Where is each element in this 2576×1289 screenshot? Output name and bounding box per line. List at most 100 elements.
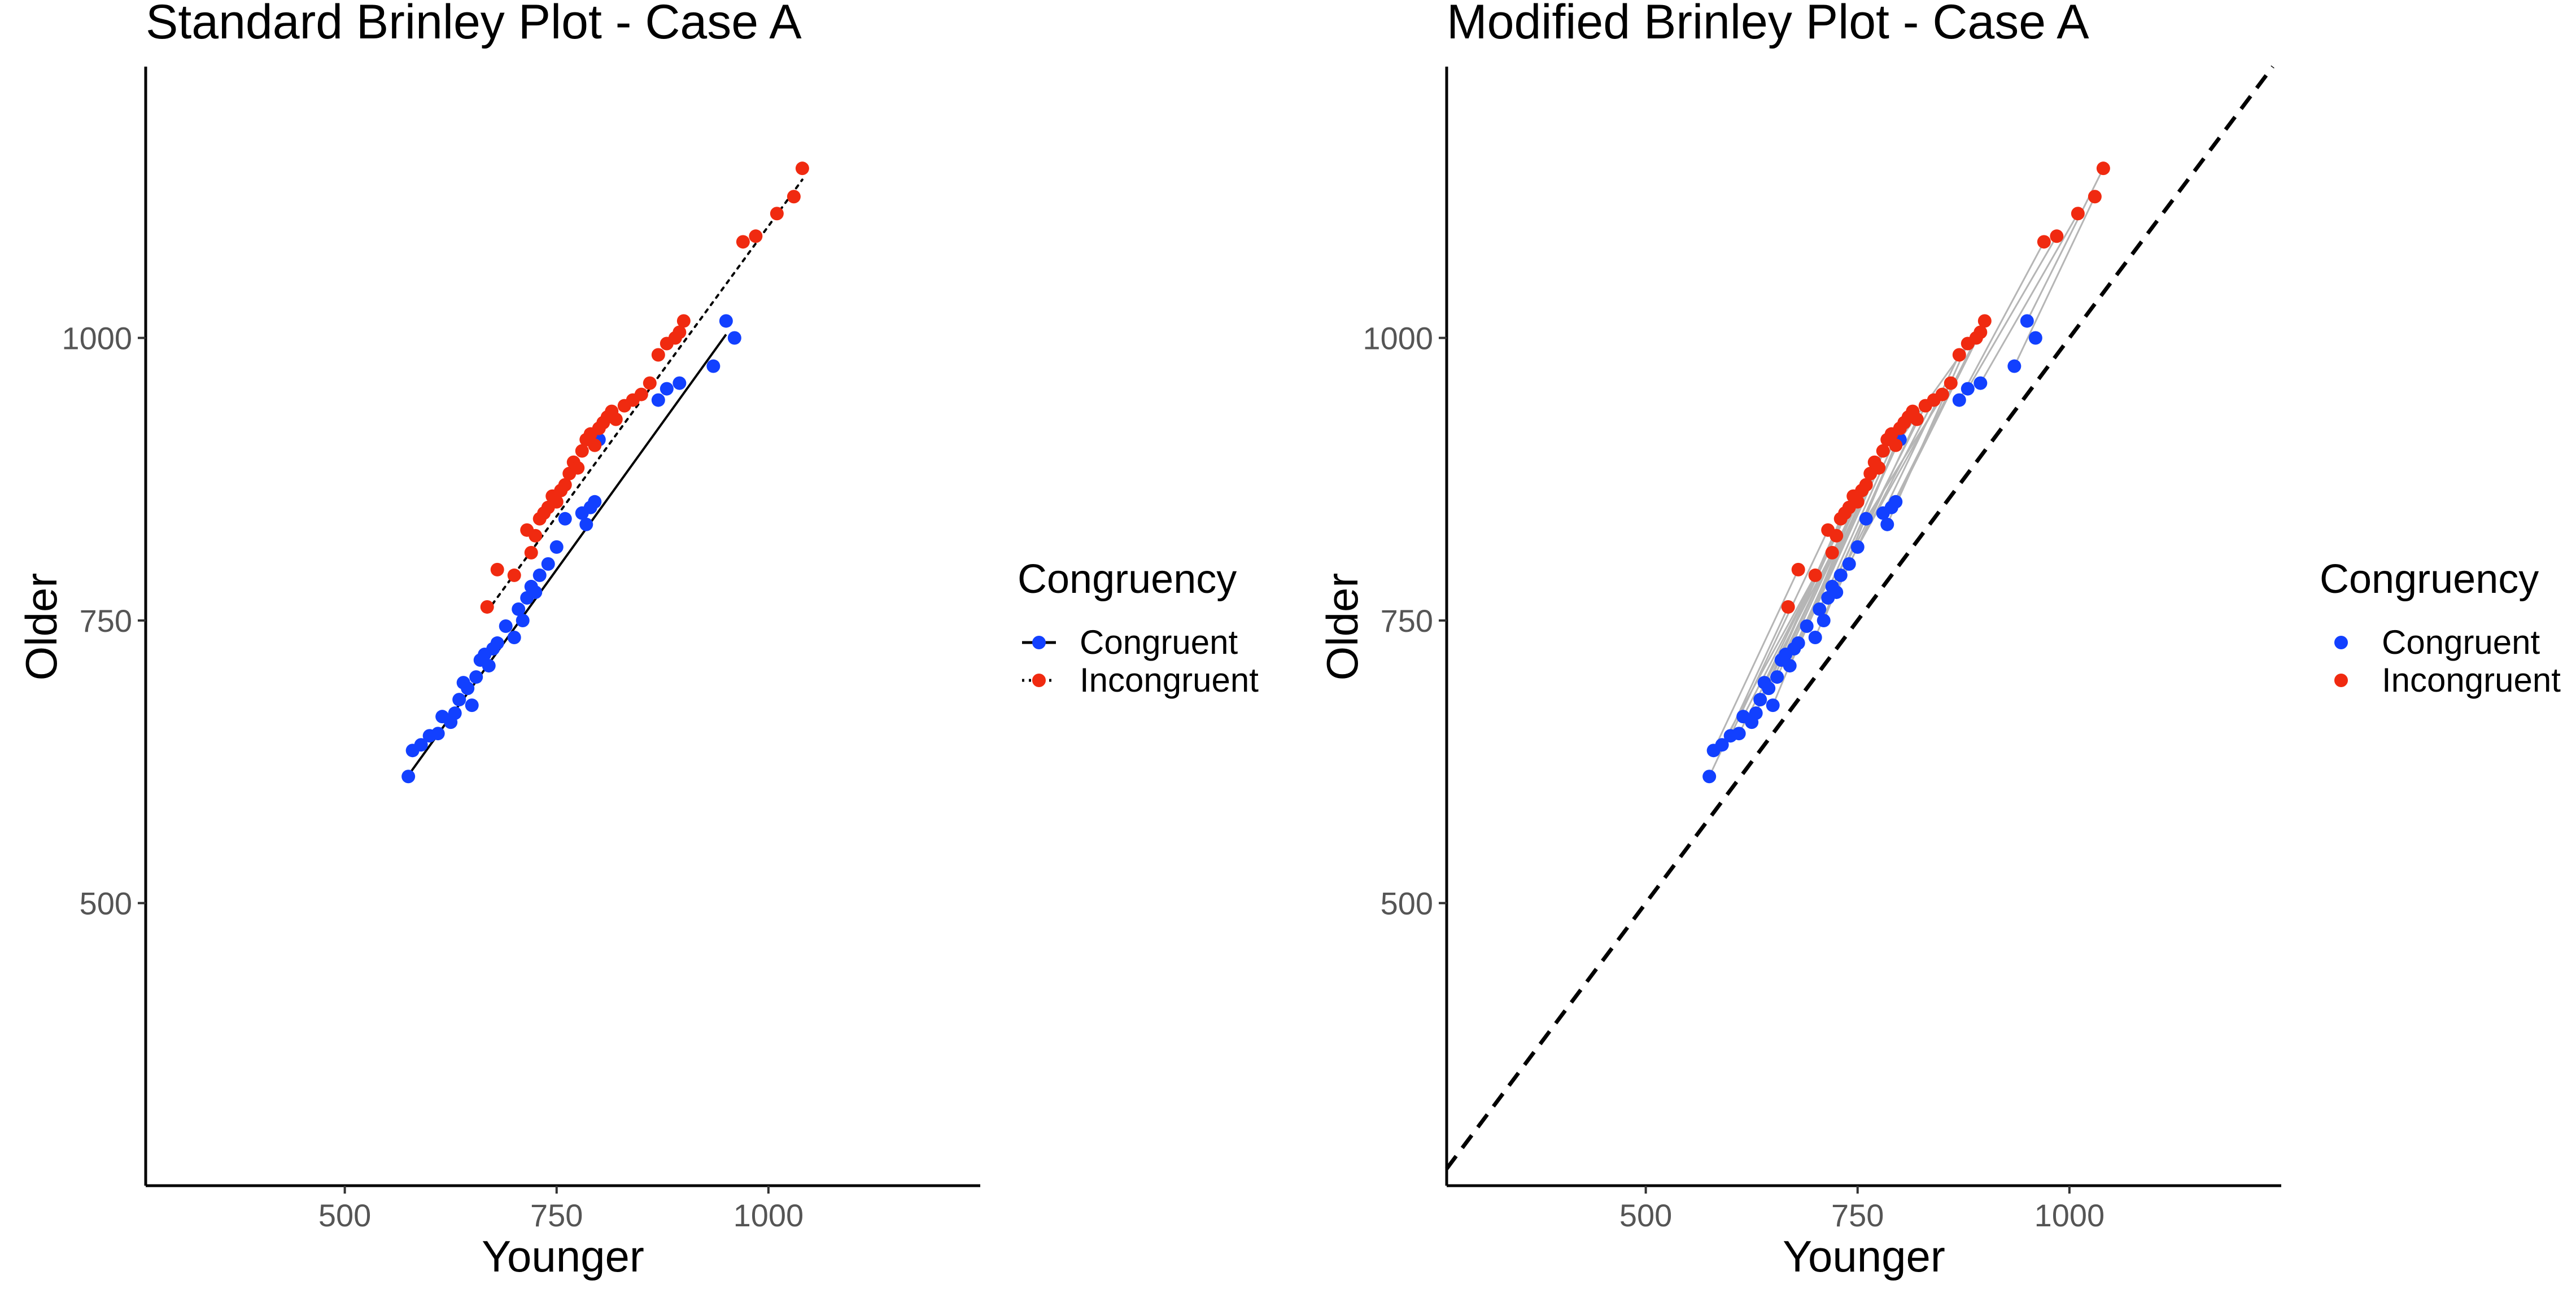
congruent-point (541, 557, 555, 571)
congruent-point (1842, 557, 1856, 571)
incongruent-point (529, 528, 543, 543)
y-tick-label: 750 (1381, 603, 1433, 639)
congruent-point (651, 393, 665, 407)
congruent-point (529, 585, 543, 599)
incongruent-point (575, 444, 589, 458)
panel-title: Standard Brinley Plot - Case A (146, 0, 802, 49)
legend-key-congruent (1032, 636, 1046, 649)
congruent-point (1889, 495, 1903, 509)
tick-layer: 500 750 1000 500 750 1000 (62, 320, 804, 1233)
congruent-point (1791, 636, 1805, 650)
incongruent-point (1830, 528, 1844, 543)
incongruent-point (1952, 348, 1966, 362)
incongruent-point (2050, 229, 2064, 243)
incongruent-point (651, 348, 665, 362)
incongruent-point (609, 412, 623, 426)
congruent-point (2020, 314, 2034, 328)
incongruent-fit-line (486, 178, 804, 613)
incongruent-point (749, 229, 763, 243)
panel-title: Modified Brinley Plot - Case A (1447, 0, 2089, 49)
incongruent-point (1889, 438, 1903, 452)
y-tick-label: 1000 (62, 320, 132, 356)
x-tick-label: 750 (1831, 1198, 1884, 1233)
congruent-point (1732, 727, 1746, 741)
y-axis-label: Older (16, 573, 66, 681)
congruent-point (1817, 613, 1831, 627)
congruent-point (706, 359, 721, 373)
congruent-point (1800, 619, 1814, 633)
congruent-point (1766, 698, 1780, 713)
legend-title: Congruency (1018, 557, 1237, 602)
incongruent-point (558, 478, 572, 492)
incongruent-point (1781, 600, 1795, 614)
legend-label-incongruent: Incongruent (1080, 661, 1259, 699)
incongruent-point (736, 235, 750, 249)
reference-layer (1445, 65, 2274, 1170)
incongruent-point (795, 161, 809, 176)
congruent-point (507, 631, 521, 645)
congruent-point (414, 738, 428, 752)
incongruent-point (1825, 545, 1839, 560)
incongruent-point (676, 314, 691, 328)
congruent-point (2028, 331, 2042, 345)
congruent-point (1880, 517, 1894, 531)
incongruent-point (1977, 314, 1992, 328)
congruent-point (499, 619, 513, 633)
congruent-point (1850, 540, 1865, 554)
x-axis-label: Younger (1783, 1231, 1945, 1281)
incongruent-point (1808, 568, 1822, 582)
incongruent-point (2071, 207, 2085, 221)
incongruent-point (770, 207, 784, 221)
point-layer (401, 161, 809, 784)
legend-label-incongruent: Incongruent (2382, 661, 2561, 699)
x-tick-label: 1000 (2034, 1198, 2105, 1233)
incongruent-point (634, 387, 648, 401)
congruent-point (482, 659, 496, 673)
participant-connector-line (1980, 213, 2079, 384)
participant-connector-line (1730, 530, 1829, 736)
incongruent-point (643, 376, 657, 390)
x-tick-label: 750 (530, 1198, 583, 1233)
participant-connector-line (1967, 235, 2058, 390)
congruent-point (719, 314, 733, 328)
incongruent-point (673, 325, 687, 339)
incongruent-point (2088, 190, 2102, 204)
participant-connector-line (1890, 337, 1977, 508)
legend: Congruency Congruent Incongruent (1018, 557, 1259, 699)
congruent-point (1753, 693, 1767, 707)
congruent-point (1749, 706, 1763, 720)
legend-key-incongruent (2334, 674, 2348, 687)
legend-key-incongruent (1032, 674, 1046, 687)
point-layer (1702, 161, 2110, 784)
incongruent-point (588, 438, 602, 452)
congruent-point (727, 331, 741, 345)
participant-connector-line (1713, 569, 1800, 751)
incongruent-point (2096, 161, 2110, 176)
congruent-point (461, 681, 475, 696)
congruent-point (1952, 393, 1966, 407)
x-tick-label: 1000 (733, 1198, 804, 1233)
congruent-point (490, 636, 504, 650)
congruent-point (448, 706, 462, 720)
congruent-point (549, 540, 564, 554)
incongruent-point (480, 600, 494, 614)
incongruent-point (1944, 376, 1958, 390)
congruent-point (1830, 585, 1844, 599)
congruent-point (452, 693, 466, 707)
participant-connector-line (1763, 496, 1854, 683)
incongruent-point (1859, 478, 1873, 492)
incongruent-point (2037, 235, 2051, 249)
incongruent-point (1876, 444, 1890, 458)
congruent-point (465, 698, 479, 713)
legend-label-congruent: Congruent (1080, 623, 1238, 661)
y-tick-label: 500 (80, 885, 132, 921)
incongruent-point (1872, 461, 1886, 475)
panel-modified: Modified Brinley Plot - Case A 500 750 100… (1317, 0, 2561, 1281)
congruent-point (1813, 602, 1827, 616)
congruent-point (558, 512, 572, 526)
legend-title: Congruency (2320, 557, 2539, 602)
congruent-point (1833, 568, 1848, 582)
legend-label-congruent: Congruent (2382, 623, 2540, 661)
y-tick-label: 750 (80, 603, 132, 639)
